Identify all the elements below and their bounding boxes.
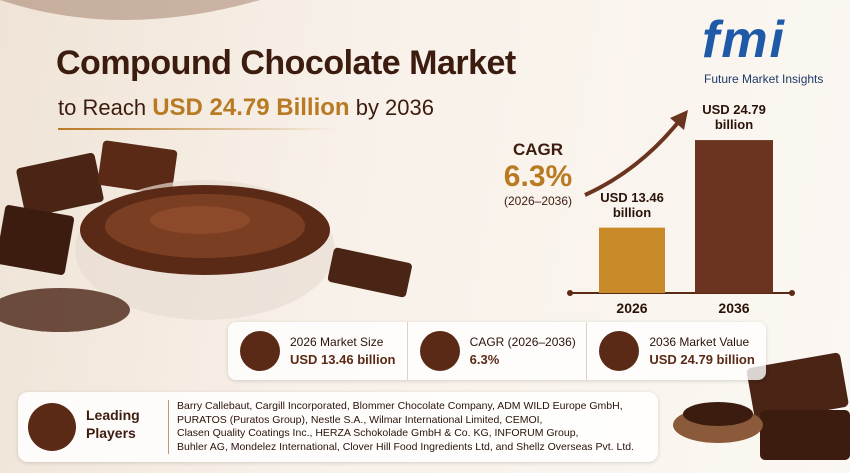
value-label: USD 13.46 billion [600,189,664,220]
subtitle-text: by 2036 [355,95,434,120]
divider [58,128,338,130]
bar-chart: 2026 2036 [599,140,773,316]
logo: fmi [702,11,786,69]
stat-label: 2026 Market Size [290,335,384,349]
stat-icon [599,331,640,371]
stat-value: USD 24.79 billion [649,352,755,367]
x-tick-label: 2026 [616,300,647,316]
stat-icon [240,331,280,371]
stat-card: 2036 Market Value USD 24.79 billion [587,322,766,380]
stat-text: 2036 Market Value USD 24.79 billion [649,335,754,367]
players-box: Leading Players Barry Callebaut, Cargill… [18,392,658,462]
stat-card: CAGR (2026–2036) 6.3% [408,322,588,380]
players-icon [28,403,76,451]
stat-label: CAGR (2026–2036) [469,335,576,349]
stat-text: CAGR (2026–2036) 6.3% [470,335,576,367]
stat-text: 2026 Market Size USD 13.46 billion [290,335,395,367]
cagr-period: (2026–2036) [503,194,573,208]
bar [599,227,665,293]
players-list: Barry Callebaut, Cargill Incorporated, B… [168,400,634,454]
subtitle: to Reach USD 24.79 Billion by 2036 [58,94,434,122]
players-line: PURATOS (Puratos Group), Nestle S.A., Wi… [177,413,543,426]
subtitle-text: to Reach [58,95,147,120]
x-tick-label: 2036 [718,300,749,316]
cagr-value: 6.3% [503,160,573,193]
subtitle-highlight: USD 24.79 Billion [152,94,350,121]
title: Compound Chocolate Market [56,44,516,82]
players-heading: Leading Players [86,407,140,441]
players-line: Buhler AG, Mondelez International, Clove… [177,440,634,453]
stat-cards: 2026 Market Size USD 13.46 billion CAGR (2… [228,322,766,380]
cagr-label: CAGR [512,140,564,159]
value-label: USD 24.79 billion [702,102,766,133]
stat-value: 6.3% [469,352,500,367]
stat-icon [419,331,460,371]
stat-label: 2036 Market Value [649,335,750,349]
players-line: Barry Callebaut, Cargill Incorporated, B… [177,400,623,412]
players-line: Clasen Quality Coatings Inc., HERZA Scho… [177,427,579,439]
cagr-callout: CAGR 6.3% (2026–2036) [478,140,598,208]
bar [695,140,773,293]
stat-card: 2026 Market Size USD 13.46 billion [228,322,408,380]
logo-name: Future Market Insights [704,72,824,86]
stat-value: USD 13.46 billion [290,352,396,367]
